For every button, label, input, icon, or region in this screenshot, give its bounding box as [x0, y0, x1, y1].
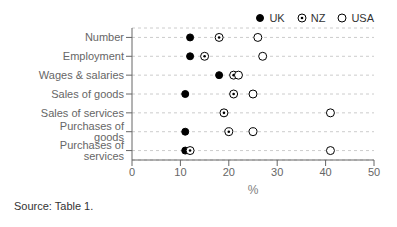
svg-text:0: 0 — [129, 166, 135, 178]
svg-text:Employment: Employment — [63, 50, 124, 62]
svg-text:50: 50 — [368, 166, 380, 178]
svg-text:Purchases ofservices: Purchases ofservices — [60, 139, 125, 162]
svg-text:Sales of services: Sales of services — [41, 107, 125, 119]
svg-text:20: 20 — [223, 166, 235, 178]
svg-text:%: % — [248, 183, 259, 197]
svg-text:40: 40 — [319, 166, 331, 178]
svg-text:Number: Number — [85, 31, 124, 43]
svg-text:10: 10 — [174, 166, 186, 178]
svg-text:30: 30 — [271, 166, 283, 178]
svg-text:Sales of goods: Sales of goods — [51, 88, 124, 100]
svg-text:Wages & salaries: Wages & salaries — [39, 69, 125, 81]
